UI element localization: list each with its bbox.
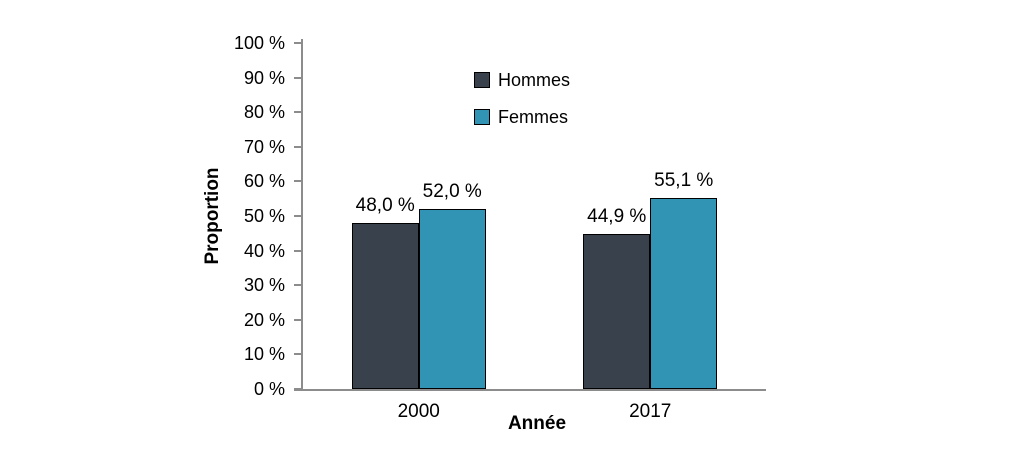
bar-value-label: 55,1 %: [654, 170, 714, 192]
legend-label: Femmes: [498, 106, 569, 127]
y-tick-mark: [294, 180, 303, 183]
y-tick-mark: [294, 145, 303, 148]
x-axis-line: [294, 389, 766, 391]
bar-hommes-2000: [351, 222, 419, 389]
y-tick-label: 100 %: [233, 33, 285, 53]
y-tick-label: 0 %: [253, 379, 285, 399]
x-tick-label: 2000: [397, 401, 440, 422]
y-tick-label: 50 %: [243, 206, 285, 226]
y-tick-mark: [294, 42, 303, 44]
x-axis-title: Année: [507, 413, 567, 434]
y-tick-label: 90 %: [243, 67, 285, 88]
y-tick-mark: [294, 249, 303, 252]
bar-femmes-2000: [418, 209, 486, 389]
y-tick-mark: [294, 318, 303, 321]
bar-femmes-2017: [650, 198, 718, 389]
legend-item-femmes: Femmes: [474, 106, 570, 128]
y-tick-label: 60 %: [243, 171, 285, 192]
y-tick-label: 10 %: [243, 344, 285, 365]
bar-value-label: 48,0 %: [355, 194, 415, 216]
y-tick-mark: [294, 215, 303, 217]
y-tick-label: 80 %: [243, 102, 285, 123]
legend-item-hommes: Hommes: [474, 69, 570, 91]
bar-value-label: 44,9 %: [587, 205, 647, 227]
legend: Hommes Femmes: [474, 69, 570, 143]
bar-hommes-2017: [583, 233, 651, 389]
legend-label: Hommes: [498, 69, 571, 90]
legend-swatch-icon: [474, 109, 490, 125]
y-axis-line: [301, 39, 303, 391]
y-tick-label: 30 %: [243, 275, 285, 296]
y-tick-label: 20 %: [243, 309, 285, 330]
y-tick-label: 70 %: [243, 136, 285, 157]
y-tick-label: 40 %: [243, 240, 285, 261]
y-tick-mark: [294, 284, 303, 287]
y-tick-mark: [294, 111, 303, 114]
x-tick-label: 2017: [629, 401, 672, 422]
legend-swatch-icon: [474, 72, 490, 88]
y-tick-mark: [294, 353, 303, 356]
bar-value-label: 52,0 %: [422, 181, 482, 203]
y-tick-mark: [294, 76, 303, 79]
